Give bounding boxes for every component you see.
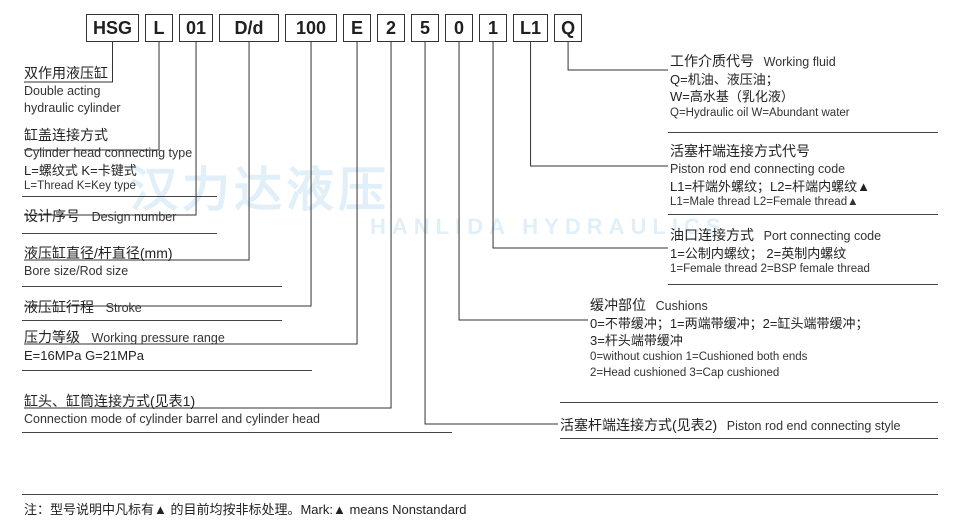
rule xyxy=(22,320,282,321)
label-en: Port connecting code xyxy=(764,229,881,243)
label-sm: L=Thread K=Key type xyxy=(24,179,192,195)
label-sm: L1=Male thread L2=Female thread▲ xyxy=(670,195,870,211)
label-cn: 设计序号 xyxy=(24,208,80,224)
label-en: Cylinder head connecting type xyxy=(24,145,192,162)
rule xyxy=(22,494,938,495)
rule xyxy=(560,438,938,439)
rule xyxy=(22,233,217,234)
label-detail: L1=杆端外螺纹；L2=杆端内螺纹▲ xyxy=(670,178,870,196)
rule xyxy=(22,370,312,371)
rule xyxy=(668,214,938,215)
label-cn: 工作介质代号 xyxy=(670,53,754,69)
label-en: Connection mode of cylinder barrel and c… xyxy=(24,411,320,428)
label-cn: 压力等级 xyxy=(24,329,80,345)
label-en: Stroke xyxy=(106,301,142,315)
rule xyxy=(668,132,938,133)
label-en: Design number xyxy=(92,210,177,224)
label-cn: 缓冲部位 xyxy=(590,297,646,313)
label-detail: 0=不带缓冲；1=两端带缓冲；2=缸头端带缓冲； 3=杆头端带缓冲 xyxy=(590,315,868,350)
label-en: Piston rod end connecting style xyxy=(727,419,901,433)
label-detail: L=螺纹式 K=卡键式 xyxy=(24,162,192,180)
right-desc-2: 油口连接方式 Port connecting code 1=公制内螺纹； 2=英… xyxy=(670,226,881,278)
rule xyxy=(22,432,452,433)
label-detail: Q=机油、液压油； W=高水基（乳化液） xyxy=(670,71,850,106)
label-cn: 缸头、缸筒连接方式(见表1) xyxy=(24,392,320,411)
label-cn: 缸盖连接方式 xyxy=(24,126,192,145)
left-desc-4: 液压缸行程 Stroke xyxy=(24,298,142,317)
right-desc-1: 活塞杆端连接方式代号 Piston rod end connecting cod… xyxy=(670,142,870,211)
left-desc-5: 压力等级 Working pressure range E=16MPa G=21… xyxy=(24,328,225,364)
label-en: Working fluid xyxy=(764,55,836,69)
label-cn: 液压缸行程 xyxy=(24,299,94,315)
label-cn: 油口连接方式 xyxy=(670,227,754,243)
label-cn: 活塞杆端连接方式代号 xyxy=(670,142,870,161)
label-detail: 1=公制内螺纹； 2=英制内螺纹 xyxy=(670,245,881,263)
label-cn: 双作用液压缸 xyxy=(24,64,121,83)
label-sm: 1=Female thread 2=BSP female thread xyxy=(670,262,881,278)
label-en: Bore size/Rod size xyxy=(24,263,173,280)
rule xyxy=(22,196,217,197)
right-desc-3: 缓冲部位 Cushions 0=不带缓冲；1=两端带缓冲；2=缸头端带缓冲； 3… xyxy=(590,296,868,381)
label-cn: 活塞杆端连接方式(见表2) xyxy=(560,417,717,433)
left-desc-1: 缸盖连接方式 Cylinder head connecting type L=螺… xyxy=(24,126,192,195)
label-sm: 0=without cushion 1=Cushioned both ends … xyxy=(590,350,868,381)
label-en: Piston rod end connecting code xyxy=(670,161,870,178)
right-desc-4: 活塞杆端连接方式(见表2) Piston rod end connecting … xyxy=(560,416,900,435)
label-en: Double acting hydraulic cylinder xyxy=(24,83,121,117)
label-cn: 液压缸直径/杆直径(mm) xyxy=(24,244,173,263)
label-sm: Q=Hydraulic oil W=Abundant water xyxy=(670,106,850,122)
rule xyxy=(560,402,938,403)
left-desc-2: 设计序号 Design number xyxy=(24,207,176,226)
rule xyxy=(22,286,282,287)
rule xyxy=(668,284,938,285)
footnote: 注：型号说明中凡标有▲ 的目前均按非标处理。Mark:▲ means Nonst… xyxy=(24,499,467,518)
label-en: Cushions xyxy=(656,299,708,313)
left-desc-3: 液压缸直径/杆直径(mm) Bore size/Rod size xyxy=(24,244,173,280)
label-detail: E=16MPa G=21MPa xyxy=(24,347,225,365)
left-desc-6: 缸头、缸筒连接方式(见表1) Connection mode of cylind… xyxy=(24,392,320,428)
label-en: Working pressure range xyxy=(92,331,225,345)
left-desc-0: 双作用液压缸 Double acting hydraulic cylinder xyxy=(24,64,121,117)
right-desc-0: 工作介质代号 Working fluid Q=机油、液压油； W=高水基（乳化液… xyxy=(670,52,850,122)
